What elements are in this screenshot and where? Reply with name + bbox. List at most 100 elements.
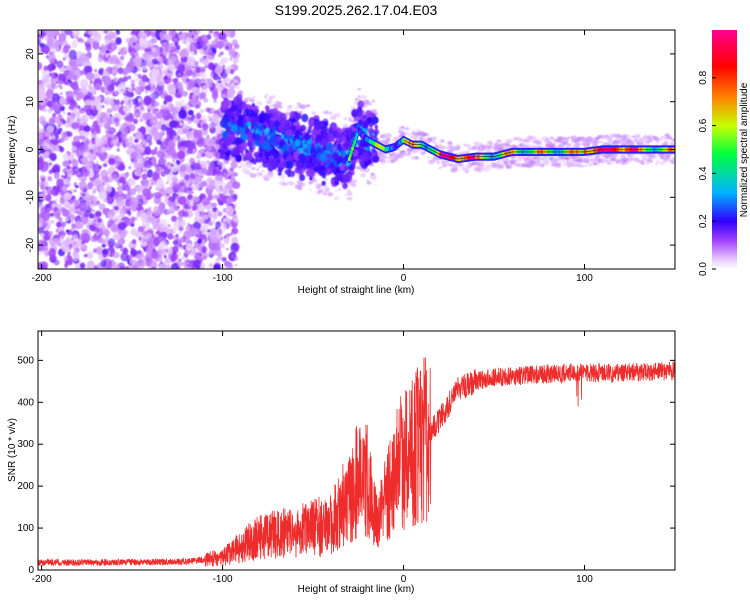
- spectrogram-cell: [626, 162, 629, 164]
- spectrogram-cell: [177, 64, 186, 72]
- spectrogram-cell: [151, 47, 157, 53]
- spectrogram-cell: [568, 143, 572, 147]
- spectrogram-cell: [441, 145, 447, 150]
- spectrogram-cell: [141, 173, 148, 180]
- spectrogram-cell: [159, 231, 168, 238]
- spectrogram-cell: [90, 235, 97, 243]
- spectrogram-cell: [570, 140, 573, 142]
- spectrogram-cell: [171, 246, 179, 253]
- spectrogram-cell: [199, 43, 203, 46]
- spectrogram-cell: [234, 43, 240, 50]
- spectrogram-cell: [600, 141, 603, 144]
- spectrogram-cell: [386, 160, 390, 163]
- spectrogram-cell: [130, 83, 135, 88]
- spectrogram-cell: [172, 251, 177, 255]
- spectrogram-cell: [59, 138, 65, 143]
- spectrogram-cell: [187, 205, 192, 210]
- spectrogram-cell: [205, 107, 211, 113]
- spectrogram-cell: [659, 156, 664, 160]
- spectrogram-cell: [153, 120, 156, 123]
- spectrogram-cell: [146, 169, 154, 178]
- spectrogram-cell: [321, 180, 326, 186]
- spectrogram-cell: [411, 130, 416, 133]
- spectrogram-cell: [61, 241, 70, 253]
- spectrogram-cell: [465, 167, 471, 172]
- spectrogram-cell: [172, 159, 176, 163]
- spectrogram-cell: [72, 30, 79, 36]
- spectrogram-cell: [144, 85, 151, 91]
- spectrogram-cell: [138, 31, 146, 39]
- spectrogram-cell: [480, 145, 487, 150]
- spectrogram-cell: [85, 43, 92, 52]
- spectrogram-cell: [176, 81, 183, 88]
- spectrogram-cell: [264, 96, 267, 99]
- spectrogram-cell: [247, 130, 254, 139]
- spectrogram-cell: [62, 153, 69, 161]
- spectrogram-cell: [475, 146, 479, 149]
- spectrogram-cell: [86, 30, 92, 35]
- spectrogram-cell: [357, 95, 361, 98]
- spectrogram-cell: [208, 123, 215, 129]
- spectrogram-cell: [60, 106, 65, 112]
- spectrogram-cell: [108, 31, 116, 39]
- spectrogram-cell: [370, 172, 375, 176]
- spectrogram-cell: [218, 165, 223, 171]
- spectrogram-cell: [59, 97, 66, 106]
- spectrogram-cell: [167, 233, 174, 240]
- spectrogram-cell: [336, 190, 339, 192]
- spectrogram-cell: [592, 140, 598, 144]
- spectrogram-cell: [85, 184, 92, 190]
- spectrogram-cell: [653, 136, 660, 141]
- spectrogram-cell: [301, 113, 309, 123]
- spectrogram-cell: [80, 243, 86, 249]
- spectrogram-cell: [151, 149, 158, 155]
- spectrogram-cell: [642, 137, 650, 143]
- spectrogram-cell: [255, 172, 263, 177]
- spectrogram-cell: [137, 73, 142, 78]
- spectrogram-cell: [156, 166, 161, 172]
- spectrogram-cell: [60, 40, 64, 46]
- spectrogram-cell: [55, 147, 60, 152]
- spectrogram-cell: [220, 51, 224, 55]
- spectrogram-cell: [300, 111, 303, 113]
- spectrogram-cell: [223, 236, 227, 239]
- spectrogram-cell: [64, 30, 72, 36]
- spectrogram-cell: [168, 64, 176, 72]
- spectrogram-cell: [251, 174, 257, 178]
- spectrogram-cell: [147, 135, 151, 140]
- spectrogram-cell: [157, 61, 161, 66]
- spectrogram-cell: [110, 223, 120, 233]
- spectrogram-cell: [109, 52, 113, 56]
- spectrogram-cell: [77, 105, 81, 110]
- spectrogram-cell: [94, 69, 98, 73]
- spectrogram-cell: [648, 153, 656, 159]
- spectrogram-cell: [129, 258, 134, 265]
- spectrogram-cell: [95, 160, 99, 164]
- spectrogram-cell: [200, 152, 206, 158]
- spectrogram-cell: [117, 67, 124, 75]
- spectrogram-cell: [115, 37, 122, 45]
- spectrogram-cell: [324, 110, 329, 115]
- spectrogram-cell: [105, 50, 110, 54]
- spectrogram-cell: [368, 117, 373, 123]
- spectrogram-cell: [192, 206, 196, 212]
- spectrogram-cell: [53, 259, 60, 266]
- spectrogram-cell: [374, 184, 378, 186]
- spectrogram-cell: [94, 179, 102, 188]
- spectrogram-cell: [247, 121, 252, 127]
- spectrogram-cell: [191, 72, 196, 76]
- spectrogram-cell: [225, 197, 234, 204]
- spectrogram-cell: [517, 138, 524, 142]
- spectrogram-cell: [76, 51, 85, 58]
- spectrogram-cell: [143, 95, 152, 106]
- spectrogram-cell: [71, 122, 80, 130]
- spectrogram-cell: [233, 217, 240, 223]
- spectrogram-cell: [55, 228, 59, 233]
- spectrogram-cell: [265, 177, 270, 181]
- spectrogram-cell: [548, 156, 555, 160]
- spectrogram-cell: [525, 137, 528, 139]
- spectrogram-cell: [177, 205, 180, 209]
- spectrogram-cell: [196, 137, 205, 148]
- spectrogram-cell: [92, 120, 98, 128]
